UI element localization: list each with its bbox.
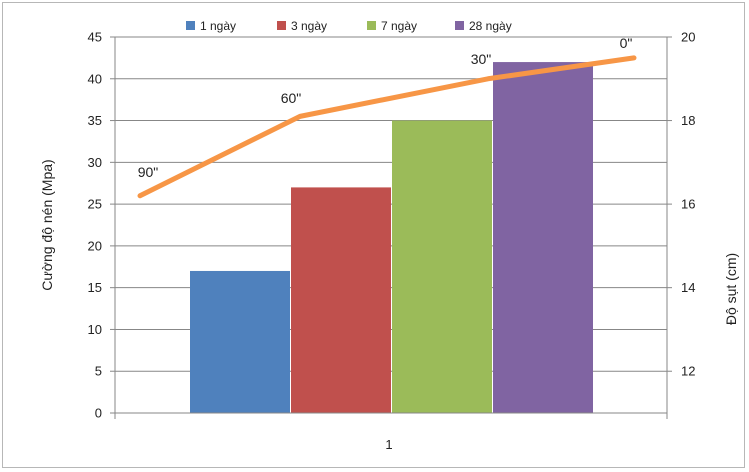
y-tick-label: 5	[95, 364, 102, 379]
y-tick-label: 20	[88, 238, 102, 253]
y2-tick-label: 18	[681, 113, 695, 128]
legend: 1 ngày 3 ngày 7 ngày 28 ngày	[186, 19, 512, 33]
bar-28-ngày	[493, 62, 593, 414]
legend-swatch	[367, 21, 376, 30]
line-point-label: 30"	[471, 51, 492, 67]
axes: 0 5 10 15 20 25 30 35 40 45 12 14 16 18 20 1	[88, 30, 696, 453]
y-tick-label: 10	[88, 322, 102, 337]
legend-swatch	[186, 21, 195, 30]
slump-line	[137, 55, 637, 199]
y2-tick-label: 14	[681, 280, 695, 295]
y-tick-label: 25	[88, 197, 102, 212]
y-tick-label: 40	[88, 71, 102, 86]
y-tick-label: 45	[88, 30, 102, 45]
y2-tick-label: 20	[681, 30, 695, 45]
legend-swatch	[455, 21, 464, 30]
bar-7-ngày	[392, 120, 492, 414]
legend-label: 1 ngày	[200, 19, 236, 33]
y-tick-label: 35	[88, 113, 102, 128]
line-point-label: 60"	[281, 90, 302, 106]
line-point-label: 90"	[138, 164, 159, 180]
legend-label: 3 ngày	[291, 19, 327, 33]
legend-swatch	[277, 21, 286, 30]
line-point-label: 0"	[620, 35, 633, 51]
y2-axis-title: Độ sụt (cm)	[723, 253, 739, 325]
slump-line-layer: 90" 60" 30" 0"	[137, 35, 637, 199]
y-tick-label: 0	[95, 406, 102, 421]
x-tick-label: 1	[385, 437, 392, 452]
y-tick-label: 30	[88, 155, 102, 170]
bar-1-ngày	[190, 270, 290, 413]
legend-label: 7 ngày	[381, 19, 417, 33]
y-axis-title: Cường độ nén (Mpa)	[39, 159, 55, 290]
y2-tick-label: 12	[681, 364, 695, 379]
bars	[190, 62, 593, 414]
y-tick-label: 15	[88, 280, 102, 295]
y2-tick-label: 16	[681, 197, 695, 212]
legend-label: 28 ngày	[469, 19, 512, 33]
bar-3-ngày	[291, 187, 391, 413]
